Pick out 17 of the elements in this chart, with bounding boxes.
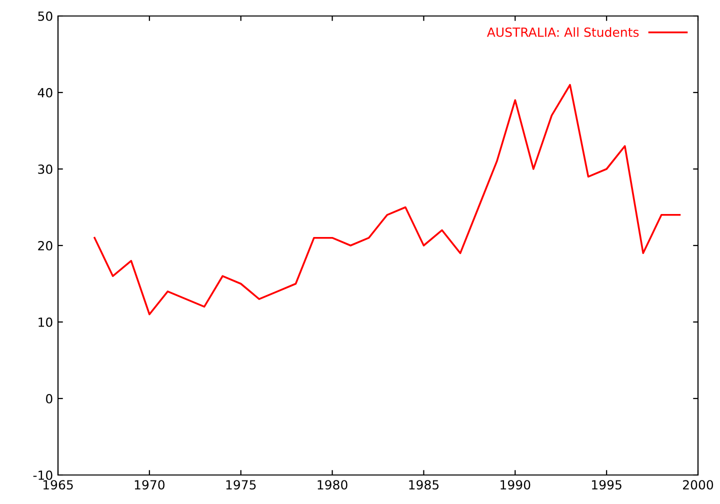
- x-tick-label: 1985: [409, 480, 439, 490]
- x-tick-label: 1980: [318, 480, 348, 490]
- y-tick-label: 40: [38, 88, 52, 98]
- y-tick-label: 30: [38, 164, 52, 174]
- y-tick-label: 0: [46, 394, 52, 404]
- x-tick-label: 1990: [500, 480, 530, 490]
- y-tick-label: -10: [33, 470, 52, 480]
- x-tick-label: 1995: [592, 480, 622, 490]
- x-tick-label: 1975: [226, 480, 256, 490]
- y-tick-label: 50: [38, 11, 52, 21]
- x-tick-label: 1965: [43, 480, 73, 490]
- y-tick-label: 10: [38, 317, 52, 327]
- y-tick-label: 20: [38, 240, 52, 250]
- x-tick-label: 2000: [683, 480, 714, 490]
- legend-label: AUSTRALIA: All Students: [486, 27, 639, 37]
- line-series: [94, 84, 681, 316]
- x-tick-label: 1970: [134, 480, 165, 490]
